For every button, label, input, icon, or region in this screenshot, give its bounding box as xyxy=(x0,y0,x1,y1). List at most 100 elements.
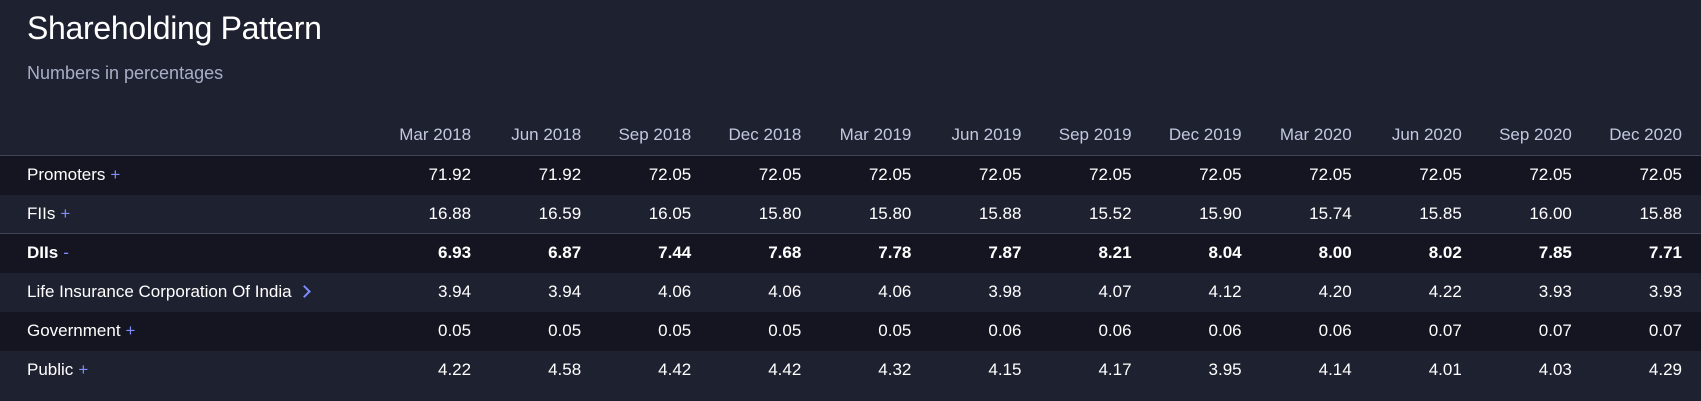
table-cell: 15.74 xyxy=(1309,203,1352,223)
table-cell: 15.80 xyxy=(758,203,802,223)
table-cell: 15.88 xyxy=(978,203,1022,223)
row-label-diis[interactable]: DIIs - xyxy=(0,233,380,273)
column-header: Mar 2018 xyxy=(380,115,491,156)
table-cell: 72.05 xyxy=(1419,165,1462,185)
table-cell: 71.92 xyxy=(428,165,472,185)
table-cell: 4.42 xyxy=(658,360,692,379)
table-cell: 7.68 xyxy=(710,233,821,273)
table-cell: 0.05 xyxy=(437,321,472,340)
table-cell: 72.05 xyxy=(868,165,912,185)
table-row-diis: DIIs - 6.93 6.87 7.44 7.68 7.78 7.87 8.21… xyxy=(0,233,1701,273)
table-cell: 0.05 xyxy=(658,321,692,340)
row-label-text: Public xyxy=(27,360,74,379)
table-cell: 4.12 xyxy=(1208,282,1242,301)
shareholding-table: Mar 2018 Jun 2018 Sep 2018 Dec 2018 Mar … xyxy=(0,115,1701,390)
table-cell: 71.92 xyxy=(538,165,582,185)
table-cell: 4.01 xyxy=(1428,360,1462,379)
column-header: Mar 2019 xyxy=(820,115,931,156)
page-title: Shareholding Pattern xyxy=(27,10,322,46)
table-cell: 3.94 xyxy=(437,282,472,301)
table-cell: 15.85 xyxy=(1419,203,1462,223)
table-cell: 0.07 xyxy=(1538,321,1572,340)
row-label-fiis[interactable]: FIIs + xyxy=(0,195,380,234)
table-cell: 3.98 xyxy=(988,282,1022,301)
column-header: Sep 2020 xyxy=(1480,115,1591,156)
expand-plus-icon[interactable]: + xyxy=(78,360,89,379)
table-row-fiis: FIIs + 16.88 16.59 16.05 15.80 15.80 15.8… xyxy=(0,194,1701,234)
table-cell: 4.17 xyxy=(1098,360,1132,379)
column-header: Dec 2018 xyxy=(710,115,821,156)
column-header: Mar 2020 xyxy=(1260,115,1371,156)
table-cell: 15.52 xyxy=(1089,203,1132,223)
table-cell: 4.15 xyxy=(988,360,1022,379)
row-label-lic[interactable]: Life Insurance Corporation Of India xyxy=(0,273,380,312)
table-cell: 3.93 xyxy=(1538,282,1572,301)
table-cell: 4.06 xyxy=(768,282,802,301)
table-cell: 0.05 xyxy=(878,321,912,340)
column-header-label xyxy=(0,115,380,156)
table-cell: 4.03 xyxy=(1538,360,1572,379)
collapse-minus-icon[interactable]: - xyxy=(63,243,69,263)
table-header-row: Mar 2018 Jun 2018 Sep 2018 Dec 2018 Mar … xyxy=(0,115,1701,156)
row-label-text: Promoters xyxy=(27,165,106,185)
table-cell: 0.05 xyxy=(768,321,802,340)
table-cell: 3.95 xyxy=(1208,360,1242,379)
table-cell: 8.00 xyxy=(1260,233,1371,273)
expand-plus-icon[interactable]: + xyxy=(60,203,71,223)
column-header: Jun 2018 xyxy=(490,115,601,156)
table-cell: 6.93 xyxy=(380,233,491,273)
table-cell: 7.87 xyxy=(930,233,1041,273)
table-cell: 72.05 xyxy=(1089,165,1132,185)
column-header: Jun 2019 xyxy=(930,115,1041,156)
expand-plus-icon[interactable]: + xyxy=(125,321,136,340)
table-cell: 15.88 xyxy=(1639,203,1682,223)
column-header: Sep 2019 xyxy=(1040,115,1151,156)
table-cell: 7.71 xyxy=(1590,233,1701,273)
row-label-public[interactable]: Public + xyxy=(0,351,380,390)
row-label-text: Government xyxy=(27,321,121,340)
table-cell: 7.44 xyxy=(600,233,711,273)
table-row-lic: Life Insurance Corporation Of India 3.94… xyxy=(0,272,1701,312)
table-cell: 3.94 xyxy=(548,282,582,301)
column-header: Sep 2018 xyxy=(600,115,711,156)
table-cell: 4.29 xyxy=(1648,360,1682,379)
row-label-text[interactable]: Life Insurance Corporation Of India xyxy=(27,282,292,301)
table-cell: 4.20 xyxy=(1318,282,1352,301)
table-cell: 6.87 xyxy=(490,233,601,273)
table-cell: 8.21 xyxy=(1040,233,1151,273)
row-label-text: DIIs xyxy=(27,243,59,263)
row-label-text: FIIs xyxy=(27,203,56,223)
table-cell: 0.05 xyxy=(548,321,582,340)
table-cell: 72.05 xyxy=(648,165,692,185)
column-header: Dec 2019 xyxy=(1150,115,1261,156)
table-cell: 8.04 xyxy=(1150,233,1261,273)
table-cell: 4.06 xyxy=(878,282,912,301)
column-header: Jun 2020 xyxy=(1370,115,1481,156)
table-cell: 72.05 xyxy=(1199,165,1242,185)
table-cell: 7.78 xyxy=(820,233,931,273)
row-label-government[interactable]: Government + xyxy=(0,312,380,351)
expand-plus-icon[interactable]: + xyxy=(110,165,121,185)
table-cell: 72.05 xyxy=(758,165,802,185)
column-header: Dec 2020 xyxy=(1590,115,1701,156)
table-row-public: Public + 4.22 4.58 4.42 4.42 4.32 4.15 4.… xyxy=(0,350,1701,390)
table-cell: 4.22 xyxy=(437,360,472,379)
table-cell: 0.06 xyxy=(988,321,1022,340)
table-cell: 72.05 xyxy=(978,165,1022,185)
table-cell: 16.00 xyxy=(1529,203,1572,223)
table-row-promoters: Promoters + 71.92 71.92 72.05 72.05 72.05… xyxy=(0,155,1701,195)
table-cell: 3.93 xyxy=(1648,282,1682,301)
table-cell: 16.59 xyxy=(538,203,582,223)
table-cell: 72.05 xyxy=(1639,165,1682,185)
table-cell: 7.85 xyxy=(1480,233,1591,273)
table-cell: 0.07 xyxy=(1648,321,1682,340)
table-cell: 0.06 xyxy=(1098,321,1132,340)
table-cell: 16.88 xyxy=(428,203,472,223)
table-cell: 15.80 xyxy=(868,203,912,223)
table-cell: 0.06 xyxy=(1318,321,1352,340)
row-label-promoters[interactable]: Promoters + xyxy=(0,156,380,195)
table-cell: 4.42 xyxy=(768,360,802,379)
chevron-right-icon[interactable] xyxy=(297,285,311,298)
table-cell: 4.07 xyxy=(1098,282,1132,301)
table-cell: 4.22 xyxy=(1428,282,1462,301)
